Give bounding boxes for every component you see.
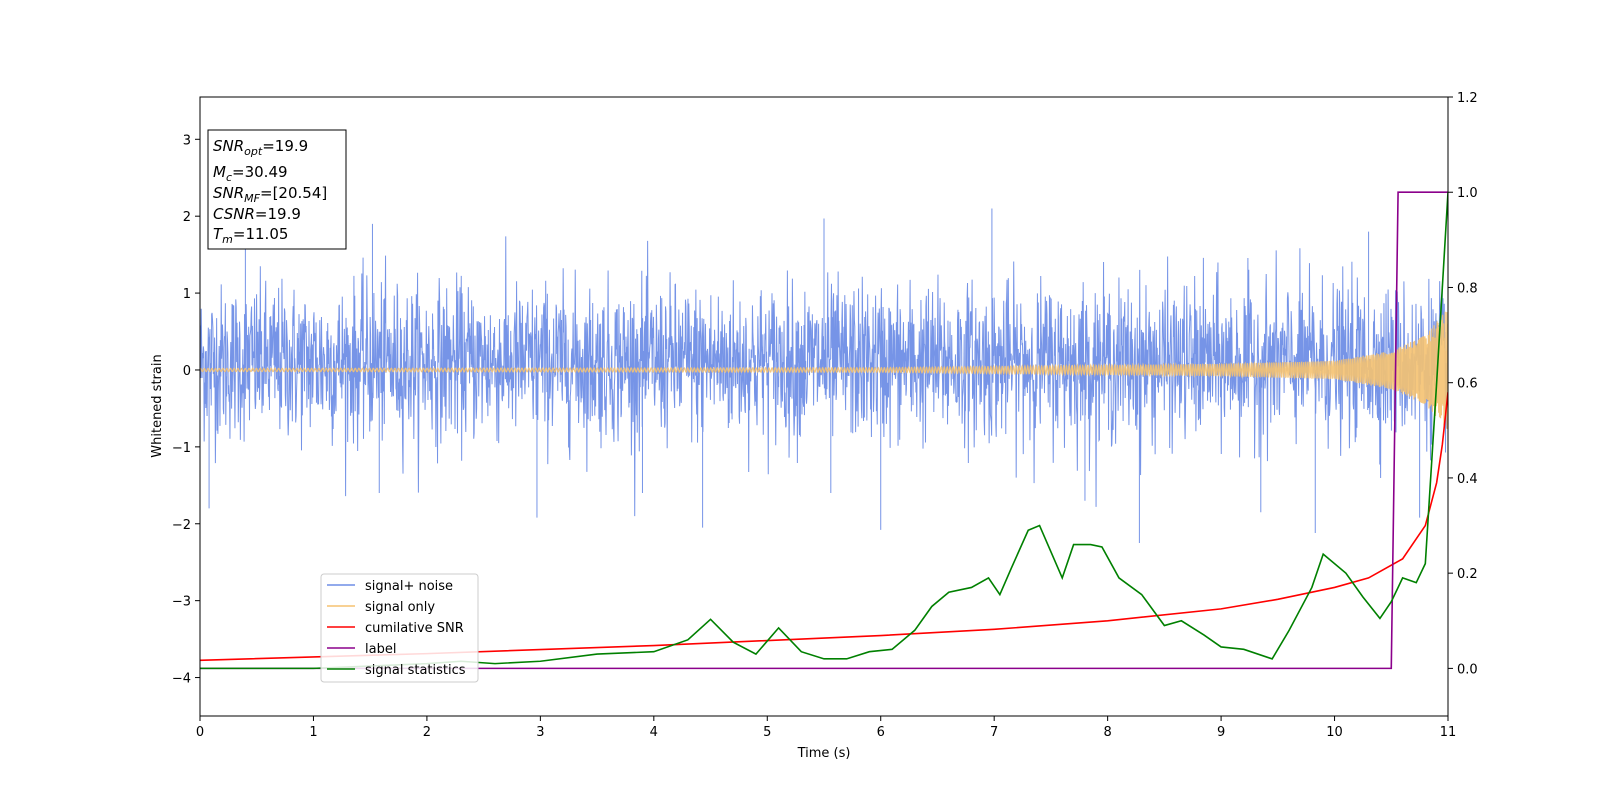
x-tick-label: 6 [877, 725, 885, 740]
x-axis-title: Time (s) [797, 746, 851, 761]
series-signal-noise [200, 208, 1448, 543]
x-tick-label: 4 [650, 725, 658, 740]
info-snr-opt: SNRopt=19.9 [213, 137, 308, 158]
x-tick-label: 10 [1326, 725, 1343, 740]
x-tick-label: 8 [1103, 725, 1111, 740]
y-tick-label: −3 [172, 595, 191, 610]
y-tick-label: 1 [183, 287, 191, 302]
info-tm: Tm=11.05 [213, 225, 288, 246]
x-tick-label: 9 [1217, 725, 1225, 740]
x-tick-label: 5 [763, 725, 771, 740]
y-tick-label: −2 [172, 518, 191, 533]
x-tick-label: 2 [423, 725, 431, 740]
y2-tick-label: 0.0 [1457, 662, 1478, 677]
legend-label-signal-statistics: signal statistics [365, 663, 466, 678]
legend-label-label: label [365, 642, 396, 657]
y2-tick-label: 1.0 [1457, 186, 1478, 201]
y2-tick-label: 1.2 [1457, 91, 1478, 106]
y-tick-label: −1 [172, 441, 191, 456]
x-tick-label: 11 [1440, 725, 1457, 740]
info-box: SNRopt=19.9 Mc=30.49 SNRMF=[20.54] CSNR=… [207, 129, 347, 250]
legend: signal+ noise signal only cumilative SNR… [320, 573, 479, 683]
y-axis-title: Whitened strain [150, 354, 165, 457]
plot-frame [199, 96, 1449, 717]
y2-tick-label: 0.6 [1457, 377, 1478, 392]
y-tick-label: 0 [183, 364, 191, 379]
info-mc: Mc=30.49 [213, 163, 288, 184]
series-cumulative-snr [200, 392, 1448, 662]
legend-label-signal-only: signal only [365, 600, 435, 615]
info-csnr: CSNR=19.9 [213, 205, 301, 223]
series-signal-statistics [200, 192, 1448, 670]
x-tick-label: 1 [309, 725, 317, 740]
x-tick-label: 0 [196, 725, 204, 740]
y-tick-label: 2 [183, 210, 191, 225]
y-tick-label: −4 [172, 672, 191, 687]
y2-tick-label: 0.8 [1457, 281, 1478, 296]
x-tick-label: 7 [990, 725, 998, 740]
series-signal-only [200, 311, 1448, 429]
info-snr-mf: SNRMF=[20.54] [213, 184, 327, 205]
y2-tick-label: 0.4 [1457, 472, 1478, 487]
y2-tick-label: 0.2 [1457, 567, 1478, 582]
x-tick-label: 3 [536, 725, 544, 740]
series-label [200, 191, 1448, 670]
legend-label-signal-noise: signal+ noise [365, 579, 453, 594]
legend-label-cumulative-snr: cumilative SNR [365, 621, 464, 636]
y-tick-label: 3 [183, 133, 191, 148]
